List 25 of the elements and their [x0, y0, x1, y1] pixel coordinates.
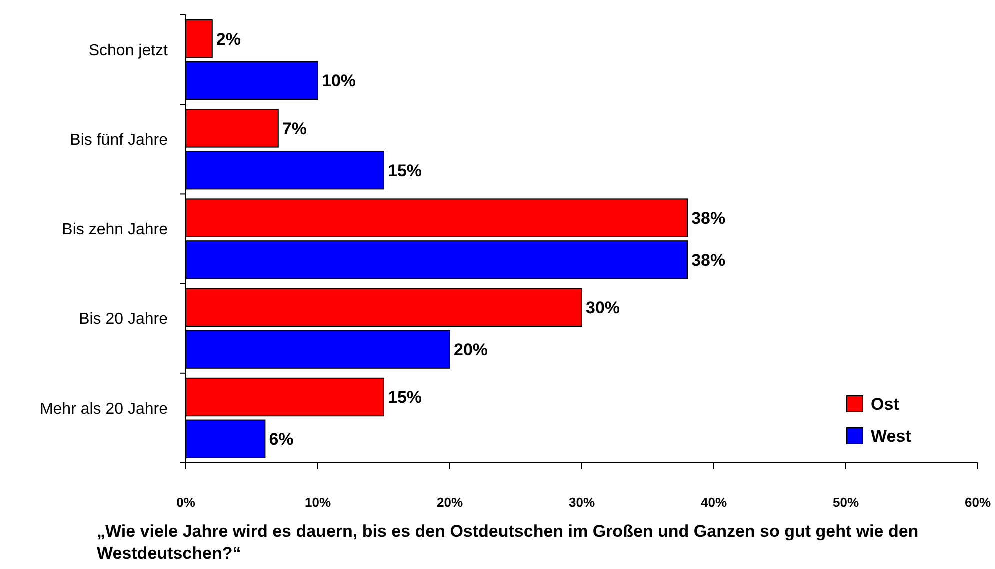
y-tick-label: Bis fünf Jahre [70, 132, 168, 149]
x-tick-label: 30% [568, 495, 596, 510]
data-label: 15% [388, 161, 422, 180]
x-tick-label: 10% [304, 495, 332, 510]
y-tick-label: Bis zehn Jahre [62, 222, 168, 239]
data-label: 7% [282, 119, 307, 138]
y-tick-label: Mehr als 20 Jahre [40, 400, 168, 418]
x-tick-label: 20% [436, 495, 464, 510]
x-tick-label: 60% [964, 495, 992, 510]
data-label: 6% [269, 430, 294, 450]
data-label: 20% [454, 340, 488, 360]
y-tick-label: Bis 20 Jahre [79, 311, 168, 328]
data-label: 2% [216, 30, 241, 49]
x-axis-title: „Wie viele Jahre wird es dauern, bis es den Ostdeutschen im Großen und Ganzen so gut geht wie den Westdeutschen?“ [97, 522, 919, 563]
data-label: 38% [692, 209, 726, 228]
data-label: 15% [388, 388, 422, 408]
legend-label: West [871, 426, 912, 446]
x-tick-label: 0% [176, 495, 196, 510]
x-tick-label: 40% [700, 495, 728, 510]
data-label: 10% [322, 72, 356, 91]
data-label: 38% [692, 250, 726, 270]
y-tick-label: Schon jetzt [88, 42, 169, 60]
x-tick-label: 50% [832, 495, 860, 510]
legend-label: Ost [871, 394, 900, 414]
data-label: 30% [586, 298, 620, 318]
